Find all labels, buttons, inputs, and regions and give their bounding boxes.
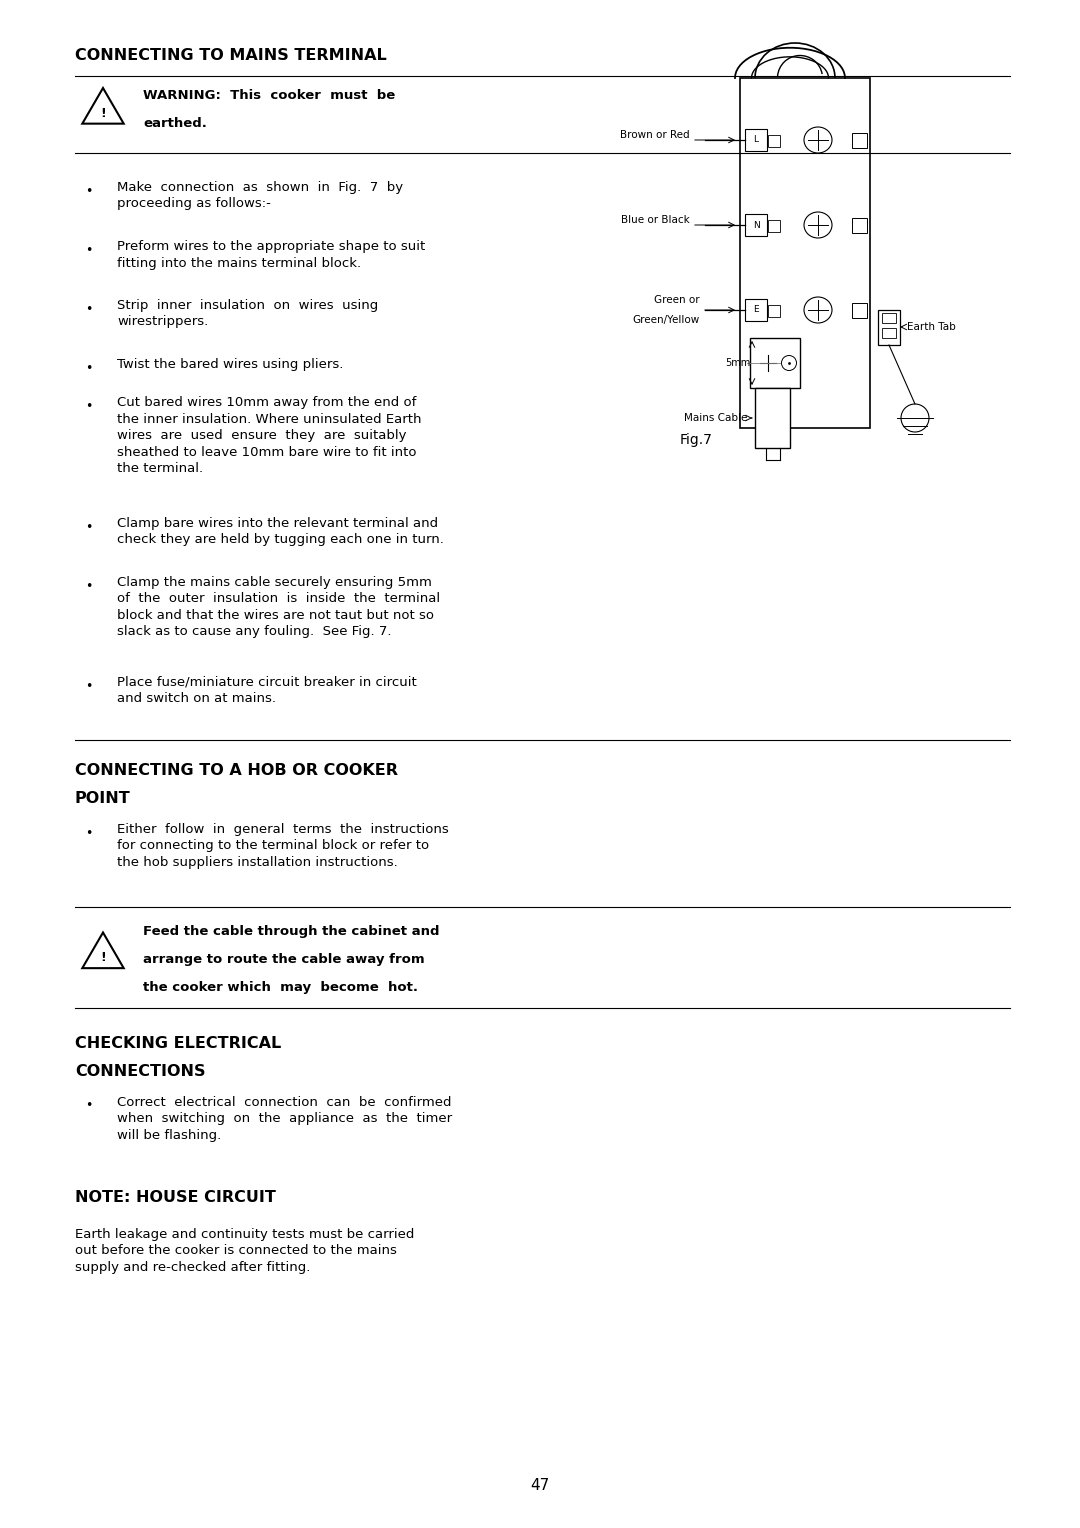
- Bar: [745, 299, 767, 321]
- Bar: [852, 133, 867, 148]
- Text: Fig.7: Fig.7: [680, 432, 713, 448]
- Bar: [852, 219, 867, 232]
- Text: •: •: [85, 581, 93, 593]
- Text: Place fuse/miniature circuit breaker in circuit
and switch on at mains.: Place fuse/miniature circuit breaker in …: [117, 675, 417, 706]
- Text: Either  follow  in  general  terms  the  instructions
for connecting to the term: Either follow in general terms the instr…: [117, 824, 449, 869]
- Text: •: •: [85, 827, 93, 840]
- Text: •: •: [85, 244, 93, 257]
- Bar: [745, 214, 767, 235]
- Bar: [745, 128, 767, 151]
- Text: Feed the cable through the cabinet and: Feed the cable through the cabinet and: [143, 926, 440, 938]
- Text: Correct  electrical  connection  can  be  confirmed
when  switching  on  the  ap: Correct electrical connection can be con…: [117, 1096, 453, 1141]
- Text: Earth Tab: Earth Tab: [907, 322, 956, 332]
- Text: earthed.: earthed.: [143, 118, 207, 130]
- Text: Cut bared wires 10mm away from the end of
the inner insulation. Where uninsulate: Cut bared wires 10mm away from the end o…: [117, 396, 421, 475]
- Text: Preform wires to the appropriate shape to suit
fitting into the mains terminal b: Preform wires to the appropriate shape t…: [117, 240, 426, 269]
- Text: POINT: POINT: [75, 792, 131, 805]
- Text: Clamp the mains cable securely ensuring 5mm
of  the  outer  insulation  is  insi: Clamp the mains cable securely ensuring …: [117, 576, 441, 639]
- Text: L: L: [754, 136, 758, 145]
- Text: •: •: [85, 521, 93, 533]
- Text: Brown or Red: Brown or Red: [620, 130, 690, 141]
- Text: Twist the bared wires using pliers.: Twist the bared wires using pliers.: [117, 358, 343, 371]
- Text: Make  connection  as  shown  in  Fig.  7  by
proceeding as follows:-: Make connection as shown in Fig. 7 by pr…: [117, 180, 403, 211]
- Text: Green/Yellow: Green/Yellow: [633, 315, 700, 325]
- Text: Strip  inner  insulation  on  wires  using
wirestrippers.: Strip inner insulation on wires using wi…: [117, 299, 378, 329]
- Text: arrange to route the cable away from: arrange to route the cable away from: [143, 953, 424, 967]
- Text: CONNECTING TO MAINS TERMINAL: CONNECTING TO MAINS TERMINAL: [75, 47, 387, 63]
- Text: Mains Cable: Mains Cable: [684, 413, 747, 423]
- Bar: [882, 329, 896, 338]
- Text: the cooker which  may  become  hot.: the cooker which may become hot.: [143, 981, 418, 995]
- Bar: [878, 310, 900, 345]
- Bar: [768, 306, 780, 316]
- Text: CONNECTING TO A HOB OR COOKER: CONNECTING TO A HOB OR COOKER: [75, 762, 399, 778]
- Text: 47: 47: [530, 1478, 550, 1493]
- Text: !: !: [100, 107, 106, 119]
- Text: N: N: [753, 220, 759, 229]
- Text: WARNING:  This  cooker  must  be: WARNING: This cooker must be: [143, 89, 395, 102]
- Bar: [740, 78, 870, 428]
- Bar: [852, 303, 867, 318]
- Text: NOTE: HOUSE CIRCUIT: NOTE: HOUSE CIRCUIT: [75, 1190, 275, 1206]
- Text: CONNECTIONS: CONNECTIONS: [75, 1063, 205, 1079]
- Text: •: •: [85, 680, 93, 694]
- Text: Green or: Green or: [654, 295, 700, 306]
- Text: •: •: [85, 303, 93, 316]
- Text: CHECKING ELECTRICAL: CHECKING ELECTRICAL: [75, 1036, 281, 1051]
- Text: •: •: [85, 185, 93, 199]
- Bar: [755, 388, 789, 448]
- Text: Clamp bare wires into the relevant terminal and
check they are held by tugging e: Clamp bare wires into the relevant termi…: [117, 516, 444, 547]
- Text: E: E: [753, 306, 759, 315]
- Text: •: •: [85, 362, 93, 374]
- Text: •: •: [85, 400, 93, 414]
- Bar: [768, 220, 780, 232]
- Text: 5mm: 5mm: [725, 358, 750, 368]
- Text: !: !: [100, 952, 106, 964]
- Text: •: •: [85, 1100, 93, 1112]
- Bar: [750, 338, 800, 388]
- Bar: [882, 313, 896, 322]
- Text: Blue or Black: Blue or Black: [621, 215, 690, 225]
- Bar: [768, 134, 780, 147]
- Text: Earth leakage and continuity tests must be carried
out before the cooker is conn: Earth leakage and continuity tests must …: [75, 1229, 415, 1274]
